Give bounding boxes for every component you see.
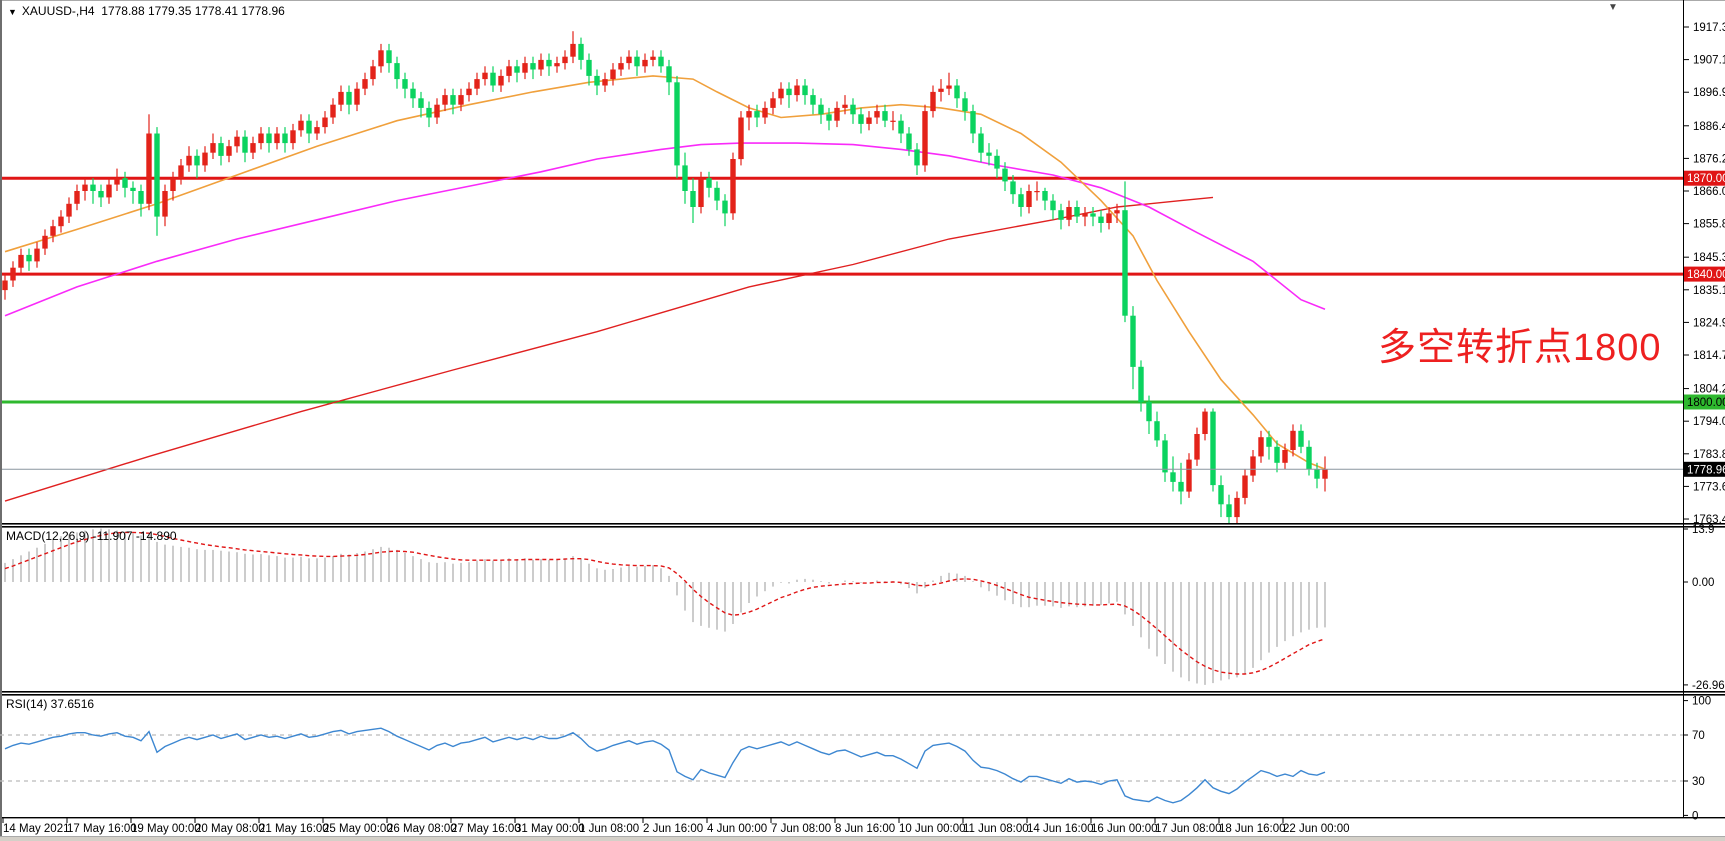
price-axis[interactable]: 1917.30 1907.10 1896.90 1886.40 1876.20 1866.…: [1683, 22, 1725, 526]
svg-text:27 May 16:00: 27 May 16:00: [451, 823, 521, 835]
rsi-indicator-label: RSI(14) 37.6516: [6, 697, 95, 711]
svg-text:1824.90: 1824.90: [1693, 317, 1725, 329]
svg-text:14 Jun 16:00: 14 Jun 16:00: [1027, 823, 1094, 835]
window-bottom-edge: [0, 836, 1725, 841]
svg-text:26 May 08:00: 26 May 08:00: [387, 823, 457, 835]
svg-text:25 May 00:00: 25 May 00:00: [323, 823, 393, 835]
svg-text:1783.80: 1783.80: [1693, 449, 1725, 461]
svg-text:1917.30: 1917.30: [1693, 22, 1725, 34]
svg-text:1804.20: 1804.20: [1693, 384, 1725, 396]
macd-histogram: [4, 528, 1326, 685]
svg-text:1907.10: 1907.10: [1693, 55, 1725, 67]
price-tag-1800.00: 1800.00: [1684, 394, 1725, 410]
svg-text:1870.00: 1870.00: [1687, 173, 1725, 185]
ohlc-values: 1778.88 1779.35 1778.41 1778.96: [101, 4, 285, 18]
ma-fast-orange-line: [4, 75, 1326, 470]
rsi-axis: 100 70 30 0: [1683, 696, 1711, 822]
svg-text:30: 30: [1692, 776, 1705, 788]
svg-text:10 Jun 00:00: 10 Jun 00:00: [899, 823, 966, 835]
svg-text:16 Jun 00:00: 16 Jun 00:00: [1091, 823, 1158, 835]
svg-text:1800.00: 1800.00: [1687, 397, 1725, 409]
svg-text:20 May 08:00: 20 May 08:00: [195, 823, 265, 835]
svg-text:100: 100: [1692, 696, 1711, 708]
svg-text:70: 70: [1692, 730, 1705, 742]
svg-text:19 May 00:00: 19 May 00:00: [131, 823, 201, 835]
svg-text:22 Jun 00:00: 22 Jun 00:00: [1283, 823, 1350, 835]
svg-text:13.9: 13.9: [1692, 524, 1714, 536]
svg-text:1835.10: 1835.10: [1693, 285, 1725, 297]
macd-signal-line: [4, 531, 1326, 675]
symbol-dropdown-icon[interactable]: ▼: [8, 7, 17, 17]
svg-text:1794.00: 1794.00: [1693, 416, 1725, 428]
svg-text:31 May 00:00: 31 May 00:00: [515, 823, 585, 835]
price-tag-1870.00: 1870.00: [1684, 170, 1725, 186]
rsi-panel-bottom-border: [0, 817, 1725, 819]
svg-text:1866.00: 1866.00: [1693, 186, 1725, 198]
chart-shift-marker-icon[interactable]: ▼: [1608, 2, 1618, 13]
svg-text:17 Jun 08:00: 17 Jun 08:00: [1155, 823, 1222, 835]
annotation-text: 多空转折点1800: [1378, 327, 1662, 369]
symbol-label: XAUUSD-,H4: [21, 4, 95, 18]
candlestick-series: [2, 31, 1328, 524]
svg-text:1773.60: 1773.60: [1693, 481, 1725, 493]
ma-mid-magenta-line: [4, 142, 1326, 317]
svg-text:4 Jun 00:00: 4 Jun 00:00: [707, 823, 767, 835]
ma-slow-red-line: [4, 196, 1214, 502]
svg-text:1814.70: 1814.70: [1693, 350, 1725, 362]
rsi-line: [4, 727, 1326, 804]
svg-text:17 May 16:00: 17 May 16:00: [67, 823, 137, 835]
svg-text:1840.00: 1840.00: [1687, 269, 1725, 281]
svg-text:0: 0: [1692, 810, 1698, 822]
macd-indicator-label: MACD(12,26,9) -11.907 -14.890: [6, 529, 177, 543]
svg-text:1876.20: 1876.20: [1693, 153, 1725, 165]
svg-text:8 Jun 16:00: 8 Jun 16:00: [835, 823, 895, 835]
svg-text:1855.80: 1855.80: [1693, 219, 1725, 231]
price-tag-1840.00: 1840.00: [1684, 266, 1725, 282]
svg-text:-26.966: -26.966: [1692, 680, 1725, 692]
window-left-edge: [0, 0, 2, 836]
svg-text:21 May 16:00: 21 May 16:00: [259, 823, 329, 835]
svg-text:1778.96: 1778.96: [1687, 464, 1725, 476]
svg-text:2 Jun 16:00: 2 Jun 16:00: [643, 823, 703, 835]
svg-text:7 Jun 08:00: 7 Jun 08:00: [771, 823, 831, 835]
svg-text:11 Jun 08:00: 11 Jun 08:00: [963, 823, 1029, 835]
svg-text:0.00: 0.00: [1692, 577, 1714, 589]
svg-text:1845.30: 1845.30: [1693, 252, 1725, 264]
svg-text:1886.40: 1886.40: [1693, 121, 1725, 133]
svg-text:1 Jun 08:00: 1 Jun 08:00: [579, 823, 639, 835]
svg-text:1763.40: 1763.40: [1693, 514, 1725, 526]
svg-text:14 May 2021: 14 May 2021: [3, 823, 70, 835]
macd-axis: 13.9 0.00 -26.966: [1683, 524, 1725, 692]
svg-text:1896.90: 1896.90: [1693, 87, 1725, 99]
svg-text:18 Jun 16:00: 18 Jun 16:00: [1219, 823, 1286, 835]
chart-title: ▼ XAUUSD-,H4 1778.88 1779.35 1778.41 1778…: [8, 4, 285, 18]
current-price-tag: 1778.96: [1684, 461, 1725, 477]
